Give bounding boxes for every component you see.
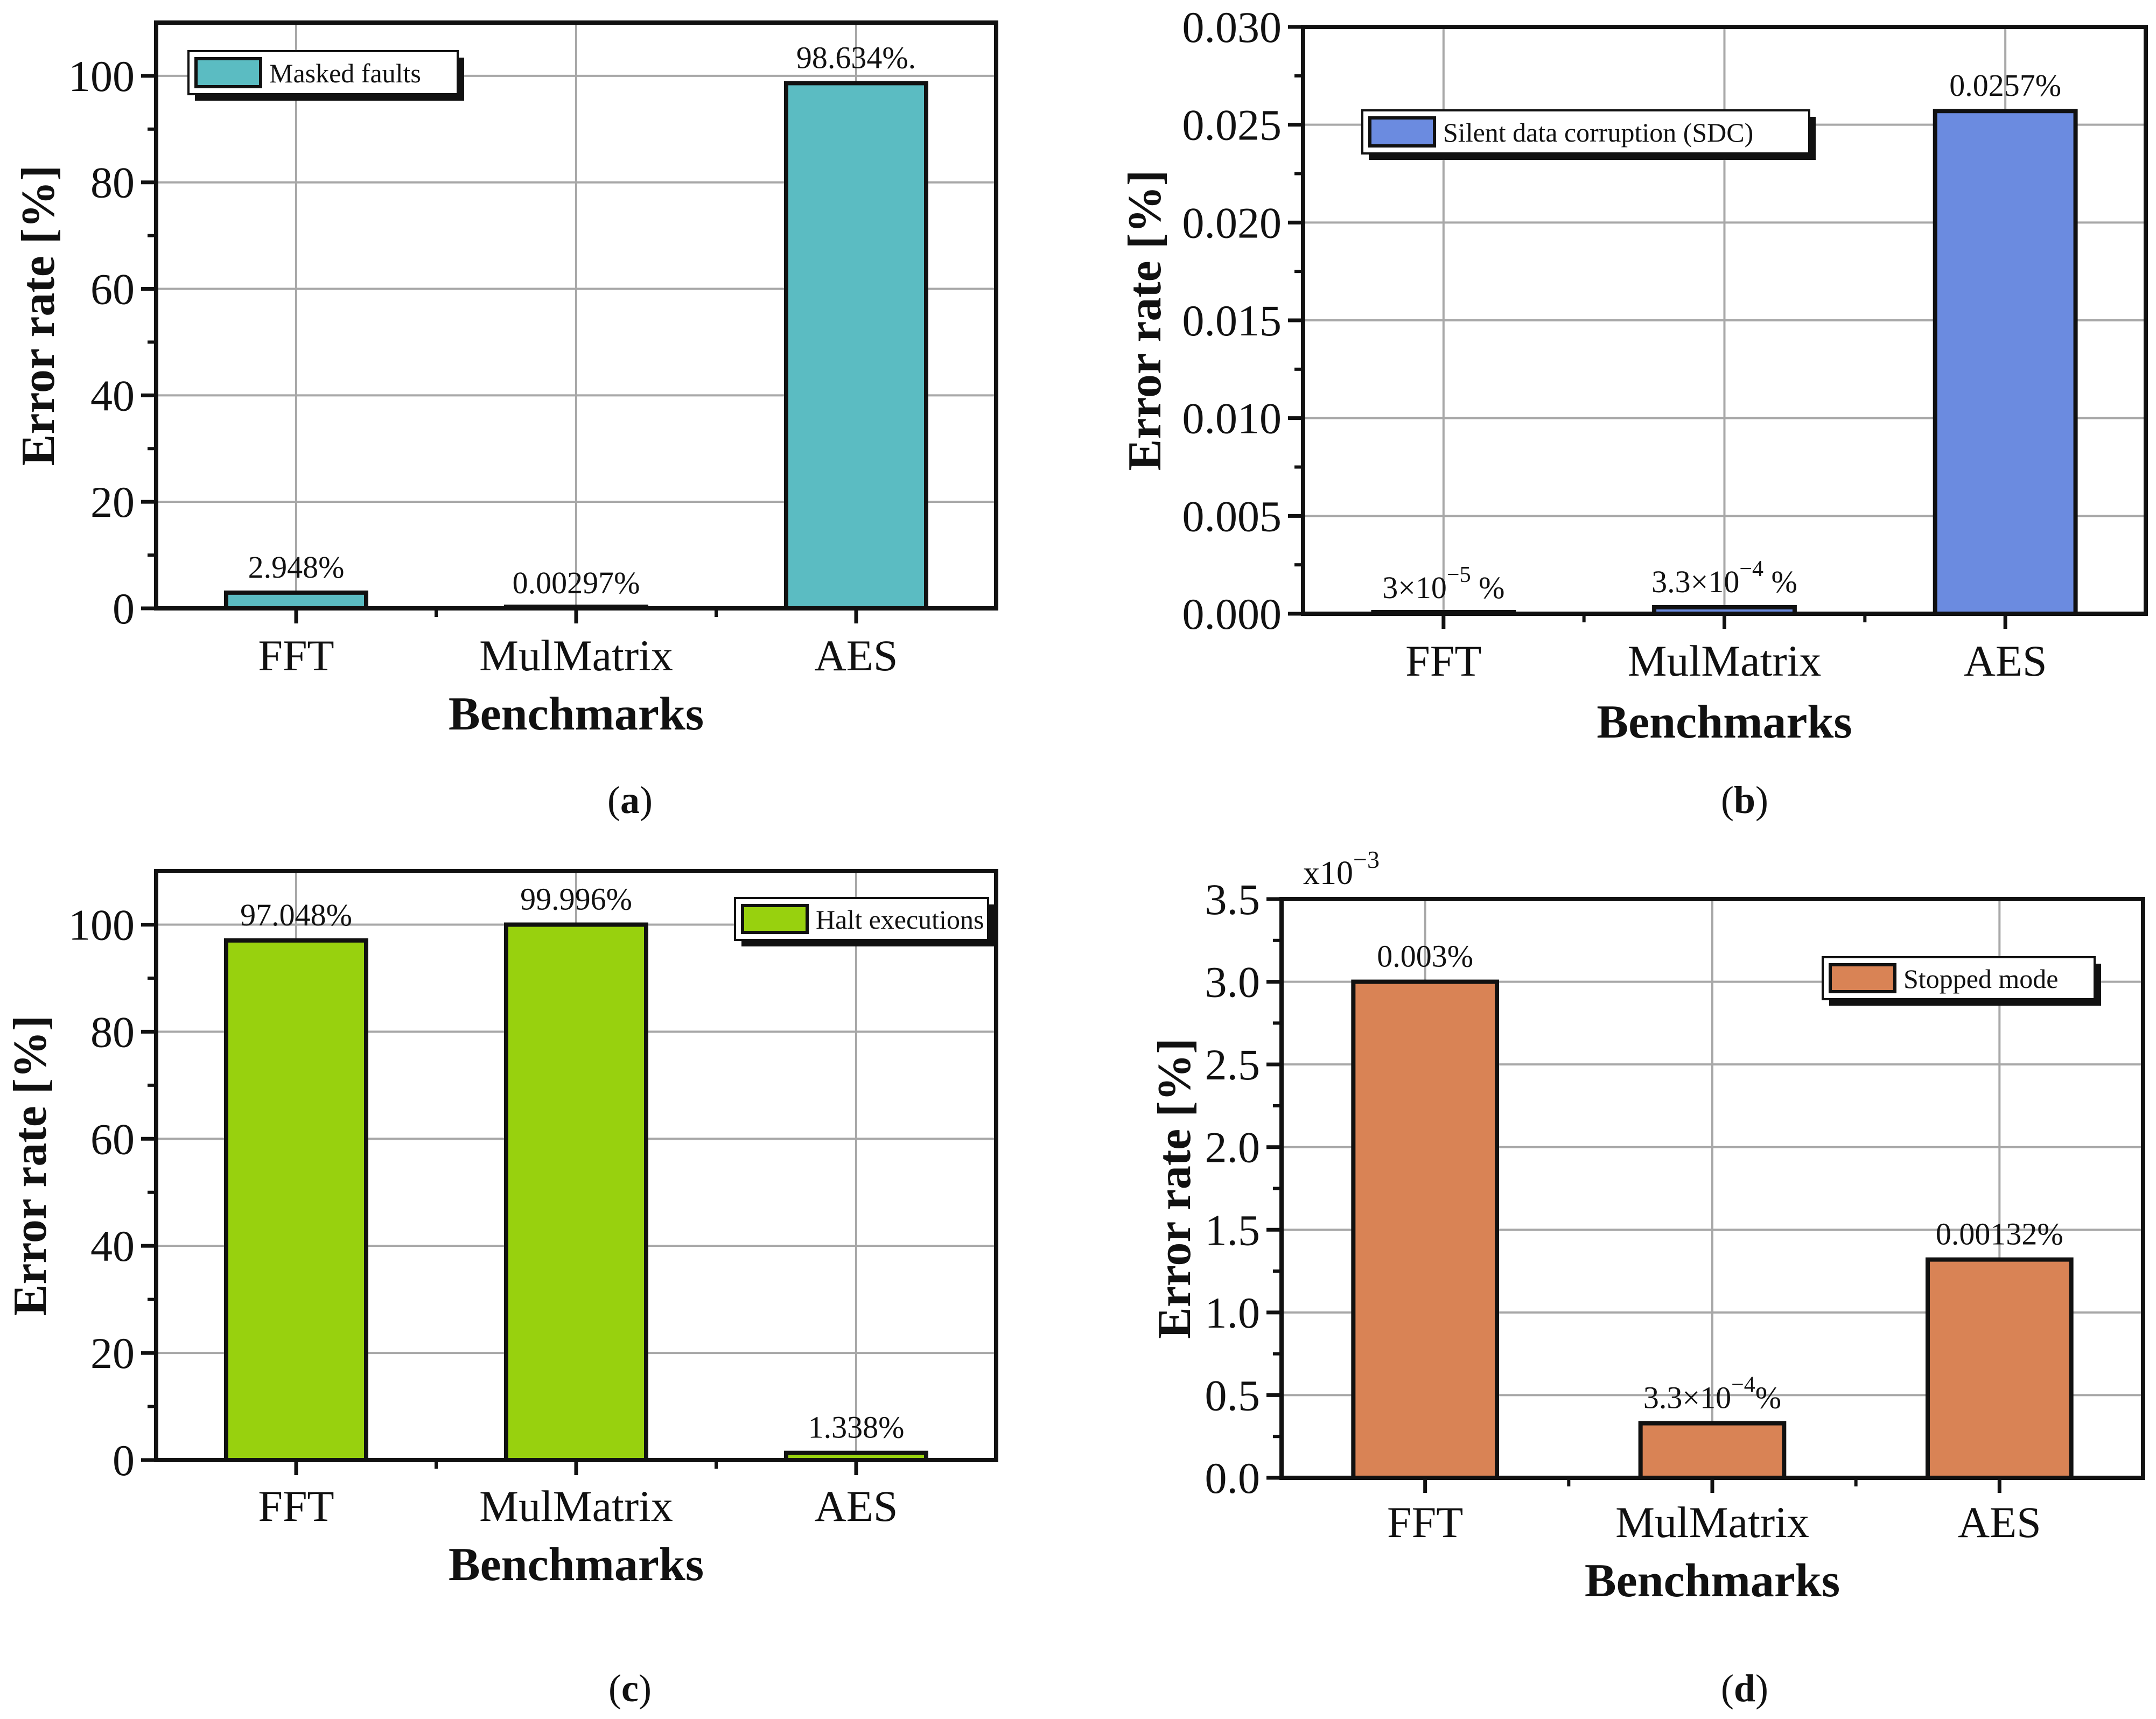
y-tick-label: 3.0 <box>1205 958 1261 1007</box>
value-label: 0.00297% <box>513 565 640 600</box>
y-tick-label: 80 <box>90 158 135 207</box>
y-tick-label: 20 <box>90 1329 135 1378</box>
legend-swatch <box>1829 963 1896 993</box>
x-tick-label: FFT <box>258 631 334 680</box>
bar-fft <box>1351 979 1499 1480</box>
x-tick-label: AES <box>1964 636 2047 685</box>
y-tick-label: 1.5 <box>1205 1205 1261 1254</box>
panel-label: (d) <box>1721 1667 1768 1710</box>
legend-label: Halt executions <box>816 904 984 935</box>
y-tick-label: 100 <box>68 900 135 949</box>
bar-aes <box>1926 1257 2074 1481</box>
y-tick-label: 0 <box>113 584 135 633</box>
legend: Masked faults <box>187 50 464 101</box>
x-tick-label: AES <box>815 1482 898 1531</box>
legend: Halt executions <box>734 897 995 946</box>
panel-label: (a) <box>607 778 653 822</box>
x-tick-label: AES <box>1958 1498 2041 1547</box>
y-tick-label: 0.015 <box>1182 296 1282 345</box>
bar-fft <box>224 590 368 611</box>
chart-panel-1: 2.948% 0.00297% 98.634%. 0 20 40 60 80 100 FFT Mul… <box>12 20 998 822</box>
legend-swatch <box>741 904 809 934</box>
legend-swatch <box>1368 116 1436 148</box>
y-tick-label: 0.025 <box>1182 101 1282 150</box>
y-tick-label: 3.5 <box>1205 875 1261 924</box>
y-tick-label: 40 <box>90 371 135 420</box>
x-tick-label: MulMatrix <box>1615 1498 1809 1547</box>
chart-panel-2: 3×10−5 % 3.3×10−4 % 0.0257% 0.000 0.005 0.010… <box>1119 3 2148 822</box>
y-tick-label: 80 <box>90 1007 135 1056</box>
y-tick-label: 0.0 <box>1205 1454 1261 1503</box>
y-tick-label: 2.5 <box>1205 1040 1261 1089</box>
x-tick-label: FFT <box>1405 636 1481 685</box>
bar-fft <box>224 938 368 1462</box>
chart-panel-3: 97.048% 99.996% 1.338% 0 20 40 60 80 100 FFT MulMa… <box>4 869 998 1710</box>
y-tick-label: 0.000 <box>1182 590 1282 639</box>
legend: Stopped mode <box>1822 956 2101 1006</box>
value-label: 3×10−5 % <box>1382 563 1504 605</box>
legend-box <box>1361 109 1810 155</box>
x-tick-label: MulMatrix <box>479 1482 673 1531</box>
value-label: 1.338% <box>808 1410 905 1445</box>
legend-label: Masked faults <box>269 58 421 88</box>
y-tick-label: 100 <box>68 52 135 101</box>
x-tick-label: AES <box>815 631 898 680</box>
y-tick-label: 0.5 <box>1205 1371 1261 1420</box>
panel-label: (c) <box>608 1667 652 1710</box>
value-label: 3.3×10−4% <box>1643 1373 1781 1415</box>
y-tick-label: 0.010 <box>1182 394 1282 443</box>
x-tick-label: MulMatrix <box>1628 636 1822 685</box>
y-axis-title: Error rate [%] <box>1149 1038 1201 1339</box>
value-label: 2.948% <box>248 550 345 585</box>
x-axis-title: Benchmarks <box>1597 696 1852 748</box>
y-tick-label: 40 <box>90 1222 135 1271</box>
x-axis-title: Benchmarks <box>449 1539 704 1591</box>
axis-exponent-label: x10−3 <box>1303 846 1380 892</box>
bar-mulmatrix <box>1638 1421 1787 1480</box>
y-tick-label: 20 <box>90 478 135 527</box>
y-tick-label: 0 <box>113 1436 135 1485</box>
x-tick-label: FFT <box>1387 1498 1463 1547</box>
x-tick-label: FFT <box>258 1482 334 1531</box>
y-axis-title: Error rate [%] <box>1119 170 1171 471</box>
y-tick-label: 2.0 <box>1205 1123 1261 1172</box>
y-tick-label: 60 <box>90 265 135 314</box>
y-tick-label: 0.020 <box>1182 198 1282 247</box>
value-label: 0.00132% <box>1936 1217 2063 1252</box>
bar-aes <box>1933 109 2078 616</box>
x-tick-label: MulMatrix <box>479 631 673 680</box>
bar-aes <box>784 81 928 611</box>
legend-swatch <box>194 57 262 88</box>
y-tick-label: 1.0 <box>1205 1288 1261 1337</box>
legend-label: Stopped mode <box>1903 964 2058 994</box>
value-label: 97.048% <box>240 897 352 932</box>
value-label: 0.003% <box>1377 939 1473 974</box>
x-axis-title: Benchmarks <box>1585 1555 1840 1607</box>
chart-panel-4: 0.003% 3.3×10−4% 0.00132% 0.0 0.5 1.0 1.5 2.0 2.… <box>1149 846 2145 1710</box>
bar-mulmatrix <box>504 922 648 1463</box>
value-label: 0.0257% <box>1949 68 2061 103</box>
y-tick-label: 60 <box>90 1114 135 1163</box>
legend-label: Silent data corruption (SDC) <box>1443 117 1753 148</box>
panel-label: (b) <box>1721 778 1768 822</box>
value-label: 99.996% <box>520 881 632 916</box>
legend: Silent data corruption (SDC) <box>1361 109 1816 160</box>
value-label: 3.3×10−4 % <box>1651 557 1797 599</box>
y-axis-title: Error rate [%] <box>12 165 65 466</box>
y-tick-label: 0.005 <box>1182 492 1282 541</box>
value-label: 98.634%. <box>796 40 916 75</box>
y-tick-label: 0.030 <box>1182 3 1282 52</box>
y-axis-title: Error rate [%] <box>4 1015 57 1316</box>
x-axis-title: Benchmarks <box>449 688 704 740</box>
